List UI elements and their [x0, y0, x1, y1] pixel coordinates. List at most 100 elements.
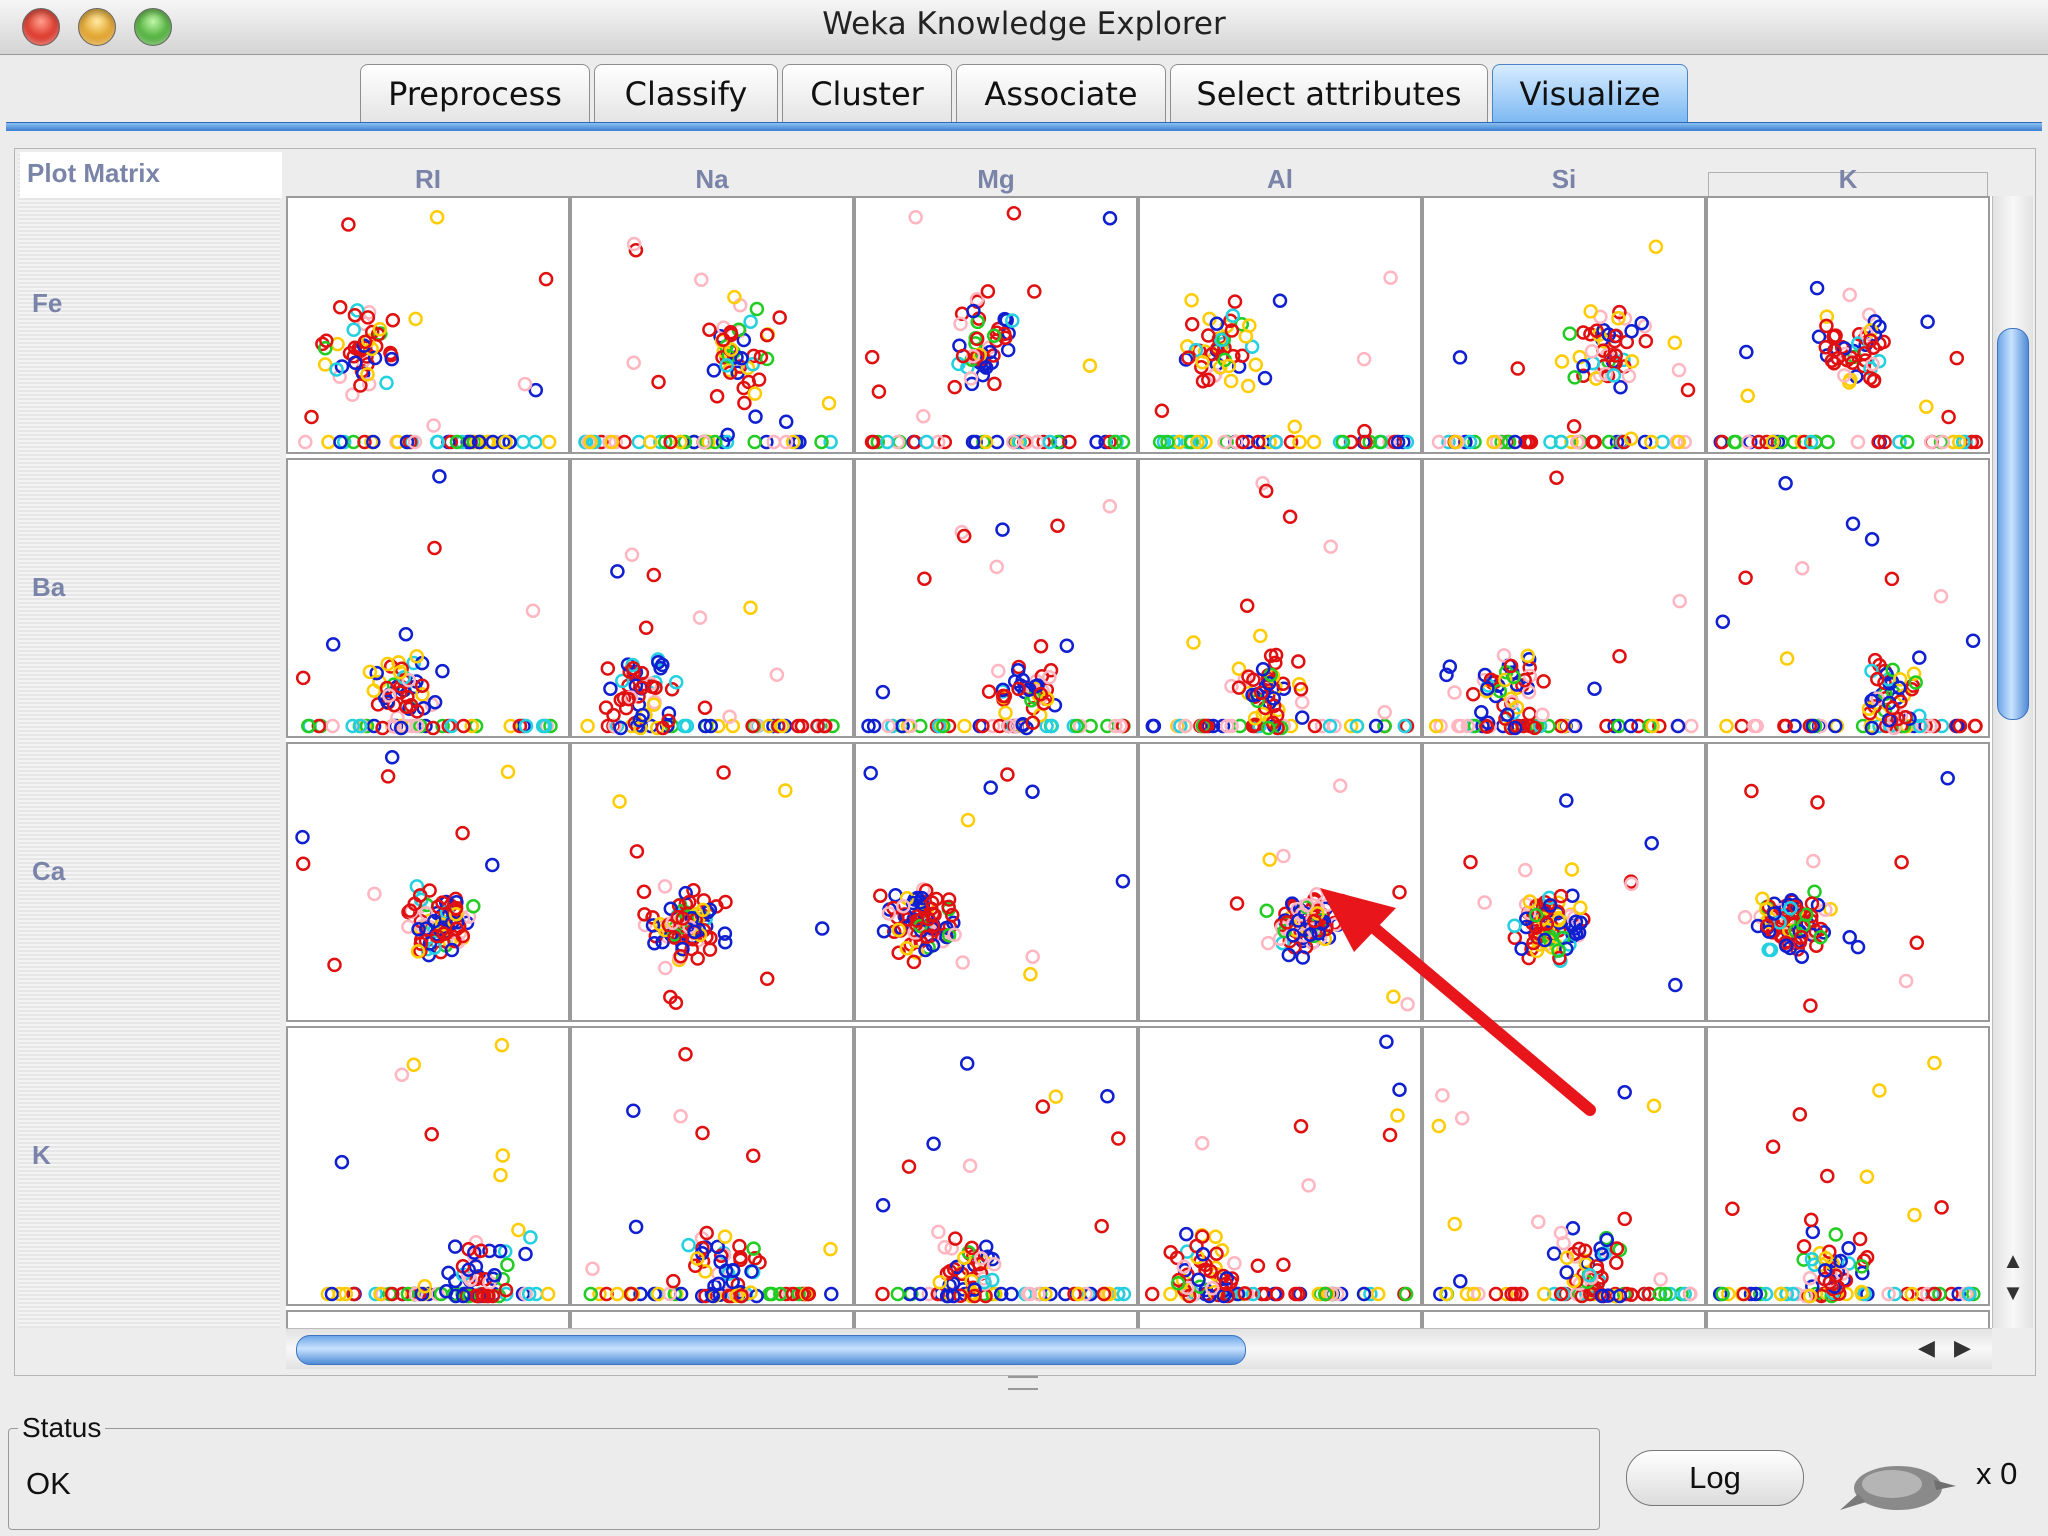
tab-associate[interactable]: Associate — [956, 64, 1166, 123]
plot-cell-ca-na[interactable] — [570, 742, 854, 1022]
scatter-point — [1645, 718, 1660, 734]
scatter-point — [485, 857, 500, 873]
scatter-point — [1496, 648, 1512, 663]
scatter-point — [1870, 671, 1885, 687]
scatter-point — [863, 765, 878, 781]
scatter-point — [1323, 539, 1338, 554]
horizontal-scroll-thumb[interactable] — [296, 1335, 1246, 1365]
scatter-point — [663, 989, 678, 1005]
horizontal-scrollbar[interactable]: ◀ ▶ — [286, 1328, 1992, 1369]
scatter-point — [1195, 355, 1210, 370]
scatter-point — [962, 1158, 978, 1174]
scatter-point — [821, 396, 837, 411]
scroll-right-arrow-icon[interactable]: ▶ — [1954, 1335, 1971, 1360]
scatter-point — [1827, 718, 1843, 734]
tab-select-attributes[interactable]: Select attributes — [1170, 64, 1488, 123]
minimize-window-button[interactable] — [78, 8, 116, 46]
scroll-left-arrow-icon[interactable]: ◀ — [1918, 1335, 1935, 1360]
scatter-point — [736, 380, 751, 396]
plot-cell-ba-k[interactable] — [1706, 458, 1990, 738]
scatter-point — [931, 1224, 946, 1240]
zoom-window-button[interactable] — [134, 8, 172, 46]
plot-cell-k-k[interactable] — [1706, 1026, 1990, 1306]
plot-cell-ca-ri[interactable] — [286, 742, 570, 1022]
plot-cell-partial[interactable] — [1706, 1310, 1990, 1332]
scatter-point — [1224, 323, 1240, 338]
tab-visualize[interactable]: Visualize — [1492, 64, 1688, 123]
scatter-point — [1637, 434, 1653, 450]
plot-cell-partial[interactable] — [854, 1310, 1138, 1332]
scatter-point — [418, 718, 433, 734]
scatter-point — [1094, 1218, 1109, 1234]
tab-classify[interactable]: Classify — [594, 64, 778, 123]
scatter-point — [716, 765, 731, 780]
plot-cell-ca-k[interactable] — [1706, 742, 1990, 1022]
scatter-point — [372, 321, 388, 337]
plot-cell-partial[interactable] — [1138, 1310, 1422, 1332]
scatter-point — [1441, 434, 1456, 450]
scatter-point — [1465, 686, 1481, 702]
scatter-point — [317, 357, 333, 372]
plot-cell-partial[interactable] — [1422, 1310, 1706, 1332]
scatter-point — [647, 936, 662, 951]
scatter-point — [677, 434, 693, 450]
plot-cell-partial[interactable] — [286, 1310, 570, 1332]
plot-cell-k-si[interactable] — [1422, 1026, 1706, 1306]
task-count: x 0 — [1976, 1456, 2018, 1491]
scatter-point — [1767, 906, 1782, 921]
scatter-point — [624, 547, 640, 563]
plot-cell-fe-ri[interactable] — [286, 196, 570, 454]
vertical-scroll-thumb[interactable] — [1997, 328, 2029, 720]
plot-cell-ba-na[interactable] — [570, 458, 854, 738]
scatter-point — [362, 664, 378, 680]
plot-cell-fe-mg[interactable] — [854, 196, 1138, 454]
scatter-point — [718, 894, 733, 910]
plot-cell-k-na[interactable] — [570, 1026, 854, 1306]
scatter-point — [967, 1282, 982, 1297]
scatter-point — [697, 718, 713, 734]
scatter-point — [995, 682, 1011, 698]
scatter-point — [1309, 887, 1324, 902]
scatter-point — [615, 673, 630, 689]
plot-cell-fe-k[interactable] — [1706, 196, 1990, 454]
scroll-up-arrow-icon[interactable]: ▲ — [2002, 1248, 2024, 1273]
scatter-point — [480, 1288, 495, 1304]
scatter-point — [426, 418, 441, 433]
plot-cell-partial[interactable] — [570, 1310, 854, 1332]
scatter-point — [973, 1251, 989, 1266]
scatter-point — [727, 289, 742, 305]
plot-cell-ba-al[interactable] — [1138, 458, 1422, 738]
scatter-point — [411, 922, 426, 937]
scatter-point — [1507, 434, 1523, 450]
vertical-scrollbar[interactable]: ▲ ▼ — [1992, 196, 2033, 1328]
scatter-point — [1553, 1286, 1569, 1302]
scatter-point — [427, 540, 442, 556]
scatter-point — [543, 718, 558, 734]
tab-cluster[interactable]: Cluster — [782, 64, 952, 123]
scroll-down-arrow-icon[interactable]: ▼ — [2002, 1280, 2024, 1305]
scatter-point — [1600, 368, 1616, 384]
scatter-point — [1549, 470, 1564, 485]
scatter-point — [1623, 431, 1639, 446]
scatter-point — [384, 351, 400, 367]
split-pane-divider-handle[interactable] — [1008, 1376, 1038, 1390]
log-button[interactable]: Log — [1626, 1450, 1804, 1506]
plot-cell-ba-mg[interactable] — [854, 458, 1138, 738]
scatter-point — [1258, 483, 1274, 499]
scatter-point — [1877, 434, 1892, 450]
scatter-point — [393, 720, 409, 736]
scatter-point — [909, 913, 925, 928]
close-window-button[interactable] — [22, 8, 60, 46]
scatter-point — [1527, 720, 1542, 736]
scatter-point — [612, 794, 627, 809]
plot-cell-fe-si[interactable] — [1422, 196, 1706, 454]
plot-cell-ca-al[interactable] — [1138, 742, 1422, 1022]
plot-cell-ca-si[interactable] — [1422, 742, 1706, 1022]
scatter-point — [1486, 434, 1501, 450]
scatter-point — [1431, 1118, 1447, 1134]
tab-preprocess[interactable]: Preprocess — [360, 64, 590, 123]
scatter-point — [1255, 661, 1271, 677]
scatter-point — [455, 1288, 471, 1304]
scatter-point — [646, 567, 662, 583]
scatter-point — [407, 434, 423, 450]
